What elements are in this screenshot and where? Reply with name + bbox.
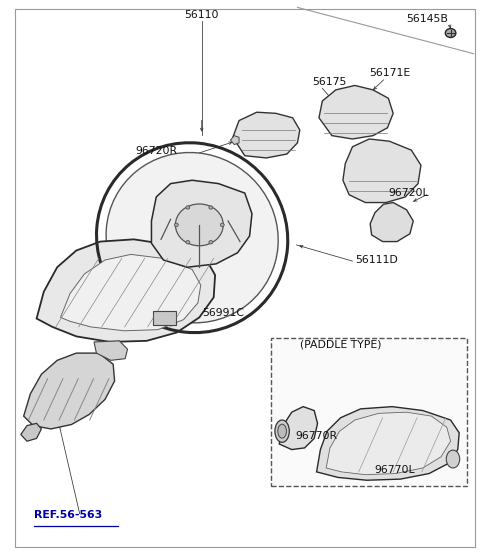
Text: 96720R: 96720R xyxy=(136,146,178,157)
Text: 56111D: 56111D xyxy=(355,255,397,265)
Ellipse shape xyxy=(186,206,190,209)
Ellipse shape xyxy=(209,206,213,209)
Text: 96720L: 96720L xyxy=(388,188,429,198)
Polygon shape xyxy=(230,136,239,145)
Ellipse shape xyxy=(209,240,213,244)
Text: REF.56-563: REF.56-563 xyxy=(34,510,102,520)
Text: 96770L: 96770L xyxy=(374,465,415,475)
Ellipse shape xyxy=(175,204,223,246)
Ellipse shape xyxy=(275,420,289,442)
Ellipse shape xyxy=(106,153,278,323)
Polygon shape xyxy=(279,406,318,449)
Ellipse shape xyxy=(278,424,287,438)
Text: 96770R: 96770R xyxy=(295,431,337,441)
Polygon shape xyxy=(24,353,115,429)
Ellipse shape xyxy=(186,240,190,244)
Bar xyxy=(153,311,176,325)
Polygon shape xyxy=(152,180,252,267)
Text: 56171E: 56171E xyxy=(369,68,410,78)
Ellipse shape xyxy=(174,223,178,226)
Ellipse shape xyxy=(445,29,456,37)
Polygon shape xyxy=(370,202,413,241)
Polygon shape xyxy=(94,341,128,361)
Polygon shape xyxy=(36,239,215,342)
Polygon shape xyxy=(343,139,421,202)
Text: 56145B: 56145B xyxy=(407,14,448,24)
Text: 56991C: 56991C xyxy=(202,308,244,318)
Polygon shape xyxy=(233,112,300,158)
Text: 56110: 56110 xyxy=(184,10,219,20)
Polygon shape xyxy=(60,254,201,331)
Polygon shape xyxy=(326,412,451,475)
Polygon shape xyxy=(21,423,41,441)
Text: (PADDLE TYPE): (PADDLE TYPE) xyxy=(300,339,381,349)
Ellipse shape xyxy=(446,450,460,468)
Bar xyxy=(271,338,468,486)
Text: 56175: 56175 xyxy=(312,77,346,87)
Polygon shape xyxy=(317,406,459,480)
Polygon shape xyxy=(319,86,393,139)
Ellipse shape xyxy=(220,223,224,226)
